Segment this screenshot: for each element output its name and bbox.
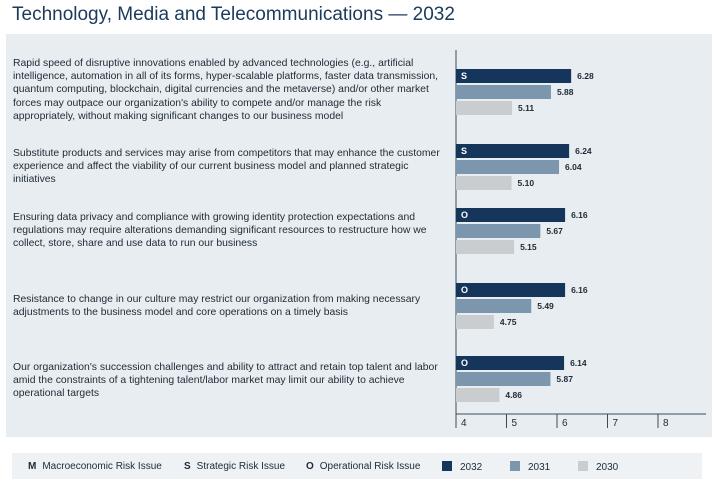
value-label-risk4-2032: 6.16 [571,285,588,295]
x-tick-label-8: 8 [663,418,669,429]
value-label-risk2-2032: 6.24 [575,146,592,156]
legend-year-2031: 2031 [528,462,551,473]
risk-label-5: Our organization's succession challenges… [13,362,438,400]
x-tick-label-7: 7 [613,418,619,429]
bar-risk5-2031 [456,372,551,386]
value-label-risk4-2030: 4.75 [500,317,517,327]
legend-item-strategic: S Strategic Risk Issue [184,461,285,472]
value-label-risk3-2030: 5.15 [520,242,537,252]
bar-risk1-2031 [456,85,551,99]
legend-label-strategic: Strategic Risk Issue [196,461,286,472]
risk-type-code-2: S [461,146,467,156]
value-label-risk3-2032: 6.16 [571,210,588,220]
value-label-risk5-2030: 4.86 [505,390,522,400]
value-label-risk1-2030: 5.11 [518,103,534,113]
bar-risk1-2030 [456,101,513,115]
legend-code-o: O [306,461,314,472]
legend-code-s: S [184,461,191,472]
risk-label-1: Rapid speed of disruptive innovations en… [13,58,439,122]
legend-swatch-2031 [510,461,520,471]
bar-risk4-2031 [456,299,532,313]
page-title: Technology, Media and Telecommunications… [12,4,455,25]
risk-label-4: Resistance to change in our culture may … [13,294,421,319]
legend: M Macroeconomic Risk Issue S Strategic Ris… [12,453,702,479]
bar-risk4-2032 [456,283,566,297]
x-tick-label-4: 4 [461,418,467,429]
value-label-risk2-2031: 6.04 [565,162,582,172]
legend-swatch-2032 [442,461,452,471]
value-label-risk5-2032: 6.14 [570,358,587,368]
risk-type-code-3: O [461,210,468,220]
value-label-risk1-2031: 5.88 [557,87,574,97]
bar-risk4-2030 [456,315,494,329]
value-label-risk5-2031: 5.87 [556,374,573,384]
legend-item-2031: 2031 [510,461,550,473]
bar-chart: 4 5 6 7 8 6.28 S 5.88 5.11 6.24 S 6.04 5.10 6.16 O 5.67… [455,50,706,429]
legend-year-2032: 2032 [460,462,483,473]
risk-type-code-5: O [461,358,468,368]
risk-label-3: Ensuring data privacy and compliance wit… [13,212,427,250]
legend-label-operational: Operational Risk Issue [319,461,421,472]
legend-year-2030: 2030 [596,462,619,473]
legend-label-macroeconomic: Macroeconomic Risk Issue [42,461,162,472]
risk-type-code-1: S [461,71,467,81]
bar-risk5-2032 [456,356,565,370]
bar-risk2-2030 [456,176,512,190]
bar-risk2-2031 [456,160,560,174]
risk-label-2: Substitute products and services may ari… [13,148,440,186]
legend-swatch-2030 [578,461,588,471]
x-tick-label-6: 6 [562,418,568,429]
legend-item-operational: O Operational Risk Issue [306,461,420,472]
bar-risk2-2032 [456,144,570,158]
bar-risk3-2032 [456,208,566,222]
legend-code-m: M [28,461,37,472]
chart-panel [6,34,712,437]
bar-risk3-2031 [456,224,541,238]
bar-risk3-2030 [456,240,515,254]
value-label-risk2-2030: 5.10 [518,178,535,188]
value-label-risk3-2031: 5.67 [546,226,563,236]
risk-type-code-4: O [461,285,468,295]
value-label-risk1-2032: 6.28 [577,71,594,81]
value-label-risk4-2031: 5.49 [537,301,554,311]
bar-risk1-2032 [456,69,572,83]
legend-item-2032: 2032 [442,461,482,473]
legend-item-macroeconomic: M Macroeconomic Risk Issue [28,461,162,472]
legend-item-2030: 2030 [578,461,618,473]
bar-risk5-2030 [456,388,500,402]
x-tick-label-5: 5 [512,418,518,429]
